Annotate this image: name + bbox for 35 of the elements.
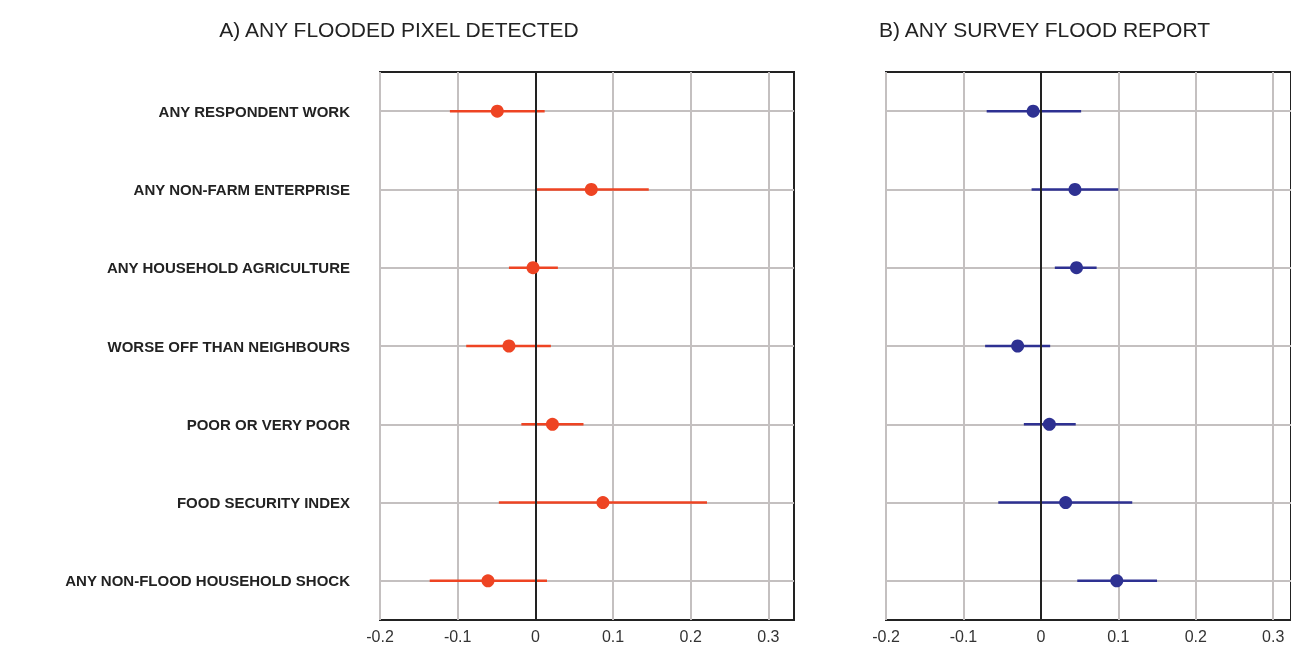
point	[596, 496, 610, 510]
x-tick-label: 0	[1036, 627, 1046, 645]
y-tick-label: ANY NON-FARM ENTERPRISE	[133, 180, 350, 198]
x-tick-label: 0	[530, 627, 540, 645]
point	[526, 261, 540, 275]
y-tick-label: ANY NON-FLOOD HOUSEHOLD SHOCK	[65, 572, 351, 590]
point	[1042, 417, 1056, 431]
x-tick-label: -0.1	[443, 627, 472, 645]
point	[545, 417, 559, 431]
y-tick-label: WORSE OFF THAN NEIGHBOURS	[107, 337, 350, 355]
x-tick-label: -0.1	[949, 627, 978, 645]
point	[1070, 261, 1083, 275]
point	[1026, 104, 1040, 118]
point	[1011, 339, 1025, 353]
x-tick-label: -0.2	[366, 627, 394, 645]
point	[490, 104, 504, 118]
x-tick-label: 0.2	[679, 627, 702, 645]
point	[584, 182, 598, 196]
x-tick-label: 0.3	[1262, 627, 1285, 645]
x-tick-label: 0.3	[757, 627, 780, 645]
x-tick-label: 0.1	[601, 627, 625, 645]
point	[1059, 496, 1073, 510]
y-tick-label: ANY RESPONDENT WORK	[158, 102, 351, 120]
point	[1110, 574, 1124, 588]
x-tick-label: -0.2	[872, 627, 900, 645]
point	[1068, 182, 1082, 196]
chart-title: B) ANY SURVEY FLOOD REPORT	[878, 18, 1211, 41]
y-tick-label: ANY HOUSEHOLD AGRICULTURE	[106, 259, 350, 277]
chart-title: A) ANY FLOODED PIXEL DETECTED	[219, 18, 579, 41]
point	[481, 574, 495, 588]
x-tick-label: 0.1	[1107, 627, 1130, 645]
y-tick-label: FOOD SECURITY INDEX	[176, 494, 350, 512]
point	[502, 339, 516, 353]
x-tick-label: 0.2	[1184, 627, 1207, 645]
y-tick-label: POOR OR VERY POOR	[186, 415, 351, 433]
